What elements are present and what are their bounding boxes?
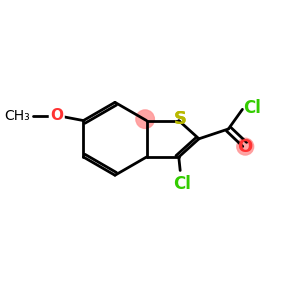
Text: CH₃: CH₃: [4, 109, 30, 122]
Circle shape: [136, 110, 154, 128]
Text: S: S: [174, 110, 187, 128]
Text: O: O: [238, 138, 253, 156]
Text: Cl: Cl: [172, 175, 190, 193]
Text: O: O: [50, 108, 63, 123]
Text: Cl: Cl: [243, 99, 261, 117]
Circle shape: [237, 138, 254, 155]
Text: S: S: [174, 110, 187, 128]
